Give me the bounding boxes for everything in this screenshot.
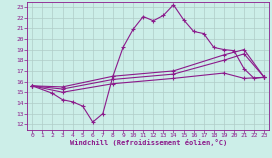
- X-axis label: Windchill (Refroidissement éolien,°C): Windchill (Refroidissement éolien,°C): [70, 139, 227, 146]
